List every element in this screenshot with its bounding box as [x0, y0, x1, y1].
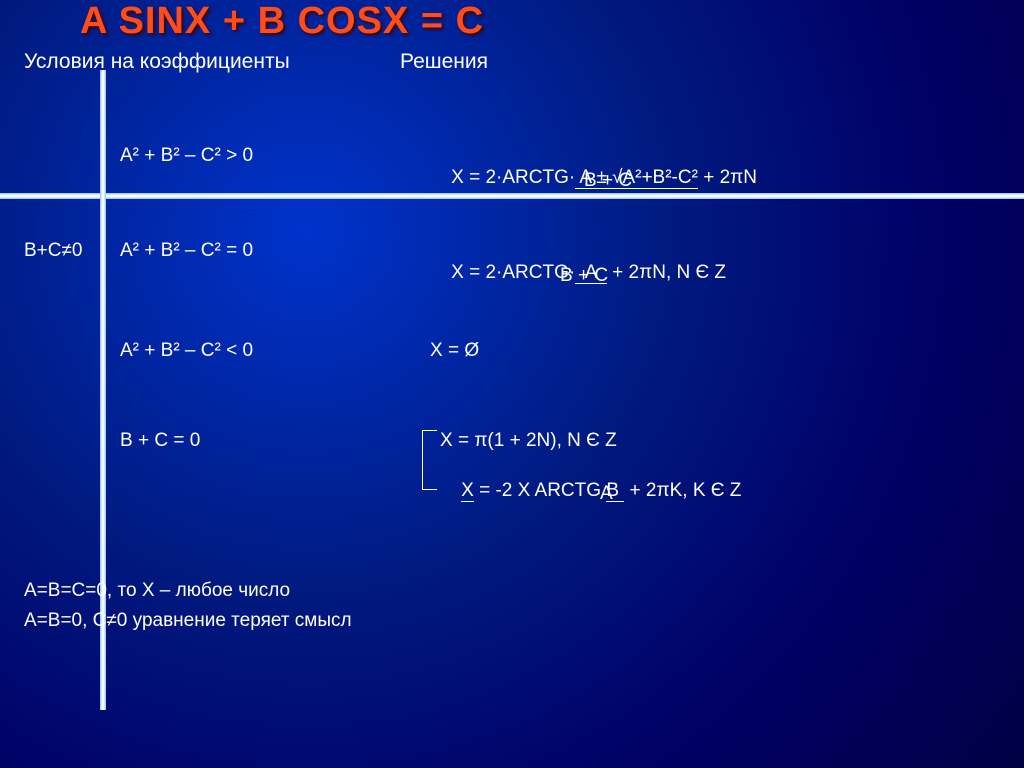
row4-solution-denominator: A — [600, 483, 613, 505]
row2-condition: A² + B² – C² = 0 — [120, 240, 253, 262]
row1-sol-post: + 2πN — [698, 167, 757, 188]
row3-solution: X = Ø — [430, 340, 479, 362]
row2-solution-denominator: B + C — [560, 265, 608, 287]
column-header-conditions: Условия на коэффициенты — [24, 50, 290, 74]
row4-bracket-icon — [422, 430, 437, 490]
row1-condition: A² + B² – C² > 0 — [120, 145, 253, 167]
side-condition: B+C≠0 — [24, 240, 82, 262]
row4-solution-line1: X = π(1 + 2N), N Є Z — [440, 430, 617, 452]
slide-title: A SINX + B COSX = C — [80, 0, 484, 43]
row2-sol-pre: X = 2·ARCTG· — [451, 262, 575, 283]
row1-solution-denominator: B + C — [584, 170, 632, 192]
footer-line-1: A=B=C=0, то X – любое число — [24, 580, 290, 602]
row4-solution-line2: X = -2 X ARCTG B + 2πK, K Є Z — [440, 458, 741, 524]
row4-sol2-x: X — [461, 480, 474, 502]
row4-sol2-mid: = -2 X ARCTG — [474, 480, 607, 501]
row2-sol-post: + 2πN, N Є Z — [607, 262, 726, 283]
footer-line-2: A=B=0, C≠0 уравнение теряет смысл — [24, 610, 352, 632]
row3-condition: A² + B² – C² < 0 — [120, 340, 253, 362]
row4-sol2-post: + 2πK, K Є Z — [624, 480, 741, 501]
row4-condition: B + C = 0 — [120, 430, 200, 452]
row1-sol-pre: X = 2·ARCTG· — [451, 167, 575, 188]
slide: A SINX + B COSX = C Условия на коэффицие… — [0, 0, 1024, 768]
column-header-solutions: Решения — [400, 50, 488, 74]
